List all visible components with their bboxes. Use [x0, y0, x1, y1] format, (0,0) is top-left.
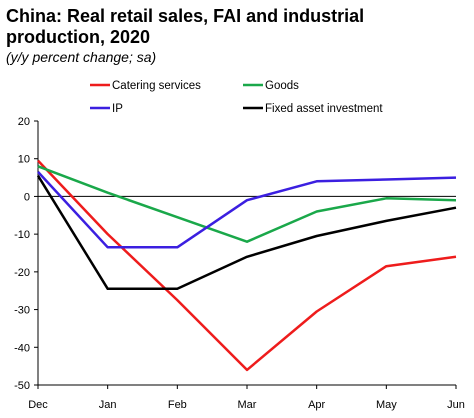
y-tick-label: -40: [14, 342, 30, 354]
series-line-goods: [37, 165, 457, 243]
y-tick-label: -30: [14, 305, 30, 317]
legend-label-ip: IP: [112, 103, 123, 115]
x-tick-label: Jun: [447, 399, 465, 411]
y-tick-label: -20: [14, 267, 30, 279]
series-line-ip: [37, 171, 457, 249]
y-tick-label: 0: [24, 191, 30, 203]
legend-label-fixed-asset-investment: Fixed asset investment: [265, 103, 383, 115]
chart-subtitle: (y/y percent change; sa): [6, 49, 157, 65]
chart-title: China: Real retail sales, FAI and indust…: [6, 6, 365, 47]
y-tick-label: 20: [18, 116, 30, 128]
x-tick-label: Apr: [308, 399, 325, 411]
legend-label-catering-services: Catering services: [112, 80, 201, 92]
x-tick-label: Mar: [238, 399, 257, 411]
chart-title-block: China: Real retail sales, FAI and indust…: [6, 6, 466, 66]
y-tick-label: -50: [14, 380, 30, 392]
y-tick-label: -10: [14, 229, 30, 241]
legend-label-goods: Goods: [265, 80, 299, 92]
x-tick-label: Dec: [28, 399, 48, 411]
series-line-catering-services: [37, 159, 457, 372]
x-tick-label: Feb: [168, 399, 187, 411]
x-tick-label: Jan: [99, 399, 117, 411]
x-tick-label: May: [376, 399, 397, 411]
y-tick-label: 10: [18, 154, 30, 166]
series-line-fixed-asset-investment: [36, 175, 457, 291]
